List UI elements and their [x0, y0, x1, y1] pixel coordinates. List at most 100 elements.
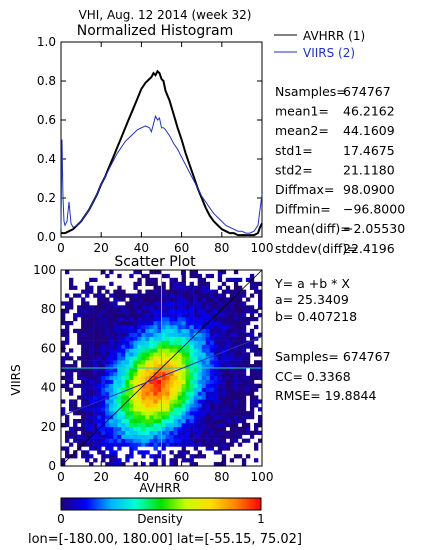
density-cell — [145, 321, 150, 326]
density-cell — [137, 352, 142, 357]
rmse-value: RMSE= 19.8844 — [275, 388, 376, 403]
density-cell — [181, 277, 186, 283]
density-cell — [81, 309, 86, 314]
density-cell — [217, 360, 223, 365]
density-cell — [241, 462, 247, 467]
density-cell — [197, 450, 203, 455]
density-cell — [209, 419, 215, 424]
density-cell — [213, 293, 219, 298]
samples-count: Samples= 674767 — [275, 349, 391, 364]
density-cell — [193, 336, 199, 341]
density-cell — [97, 305, 102, 310]
density-cell — [149, 387, 154, 392]
density-cell — [129, 411, 134, 416]
density-cell — [129, 293, 134, 298]
density-cell — [65, 368, 70, 373]
density-cell — [133, 415, 138, 420]
density-cell — [121, 426, 126, 432]
density-cell — [197, 281, 203, 287]
density-cell — [81, 371, 86, 377]
density-cell — [85, 454, 90, 459]
density-cell — [229, 277, 235, 283]
density-cell — [85, 340, 90, 345]
density-cell — [185, 324, 190, 330]
density-cell — [133, 348, 138, 353]
density-cell — [81, 328, 86, 334]
density-cell — [201, 344, 207, 349]
density-cell — [189, 419, 194, 424]
density-cell — [153, 375, 158, 381]
density-cell — [189, 344, 194, 349]
density-cell — [117, 434, 122, 439]
density-cell — [221, 415, 227, 420]
density-cell — [65, 438, 70, 443]
density-cell — [245, 360, 251, 365]
density-cell — [241, 368, 247, 373]
density-cell — [209, 415, 215, 420]
density-cell — [133, 426, 138, 432]
density-cell — [141, 332, 146, 337]
density-cell — [233, 407, 239, 412]
density-cell — [101, 434, 106, 439]
density-cell — [189, 301, 194, 306]
density-cell — [117, 309, 122, 314]
density-cell — [101, 407, 106, 412]
density-cell — [157, 360, 162, 365]
density-cell — [229, 391, 235, 396]
density-cell — [77, 309, 82, 314]
density-cell — [97, 368, 102, 373]
density-cell — [249, 281, 255, 287]
density-cell — [233, 285, 239, 290]
density-cell — [69, 285, 74, 290]
density-cell — [133, 352, 138, 357]
density-cell — [193, 309, 199, 314]
density-cell — [169, 332, 174, 337]
density-cell — [89, 395, 94, 400]
density-cell — [149, 289, 154, 294]
density-cell — [254, 446, 259, 451]
density-cell — [141, 317, 146, 322]
density-cell — [229, 426, 235, 432]
density-cell — [221, 368, 227, 373]
density-cell — [97, 297, 102, 302]
density-cell — [101, 297, 106, 302]
stat-value: 17.4675 — [343, 143, 395, 158]
density-cell — [165, 352, 170, 357]
density-cell — [69, 387, 74, 392]
density-cell — [197, 356, 203, 361]
density-cell — [209, 297, 215, 302]
density-cell — [205, 446, 211, 451]
density-cell — [121, 305, 126, 310]
density-cell — [121, 407, 126, 412]
scatter-lines — [60, 269, 263, 467]
density-cell — [245, 430, 251, 435]
density-cell — [221, 419, 227, 424]
density-cell — [93, 399, 98, 404]
density-cell — [181, 360, 186, 365]
density-cell — [141, 387, 146, 392]
scatter-ytick-label: 100 — [33, 263, 56, 277]
density-cell — [117, 458, 122, 463]
density-cell — [193, 415, 199, 420]
density-cell — [177, 450, 182, 455]
density-cell — [149, 442, 154, 447]
density-cell — [237, 356, 243, 361]
density-cell — [225, 285, 231, 290]
stat-value: 98.0900 — [343, 182, 395, 197]
density-cell — [169, 297, 174, 302]
density-cell — [189, 407, 194, 412]
density-cell — [201, 332, 207, 337]
density-cell — [225, 422, 231, 428]
density-cell — [161, 383, 166, 388]
density-cell — [197, 426, 203, 432]
density-cell — [137, 375, 142, 381]
density-cell — [89, 419, 94, 424]
density-cell — [173, 313, 178, 318]
density-cell — [241, 289, 247, 294]
density-cell — [237, 309, 243, 314]
density-cell — [85, 391, 90, 396]
density-cell — [153, 324, 158, 330]
density-cell — [189, 395, 194, 400]
density-cell — [157, 313, 162, 318]
density-cell — [113, 387, 118, 392]
